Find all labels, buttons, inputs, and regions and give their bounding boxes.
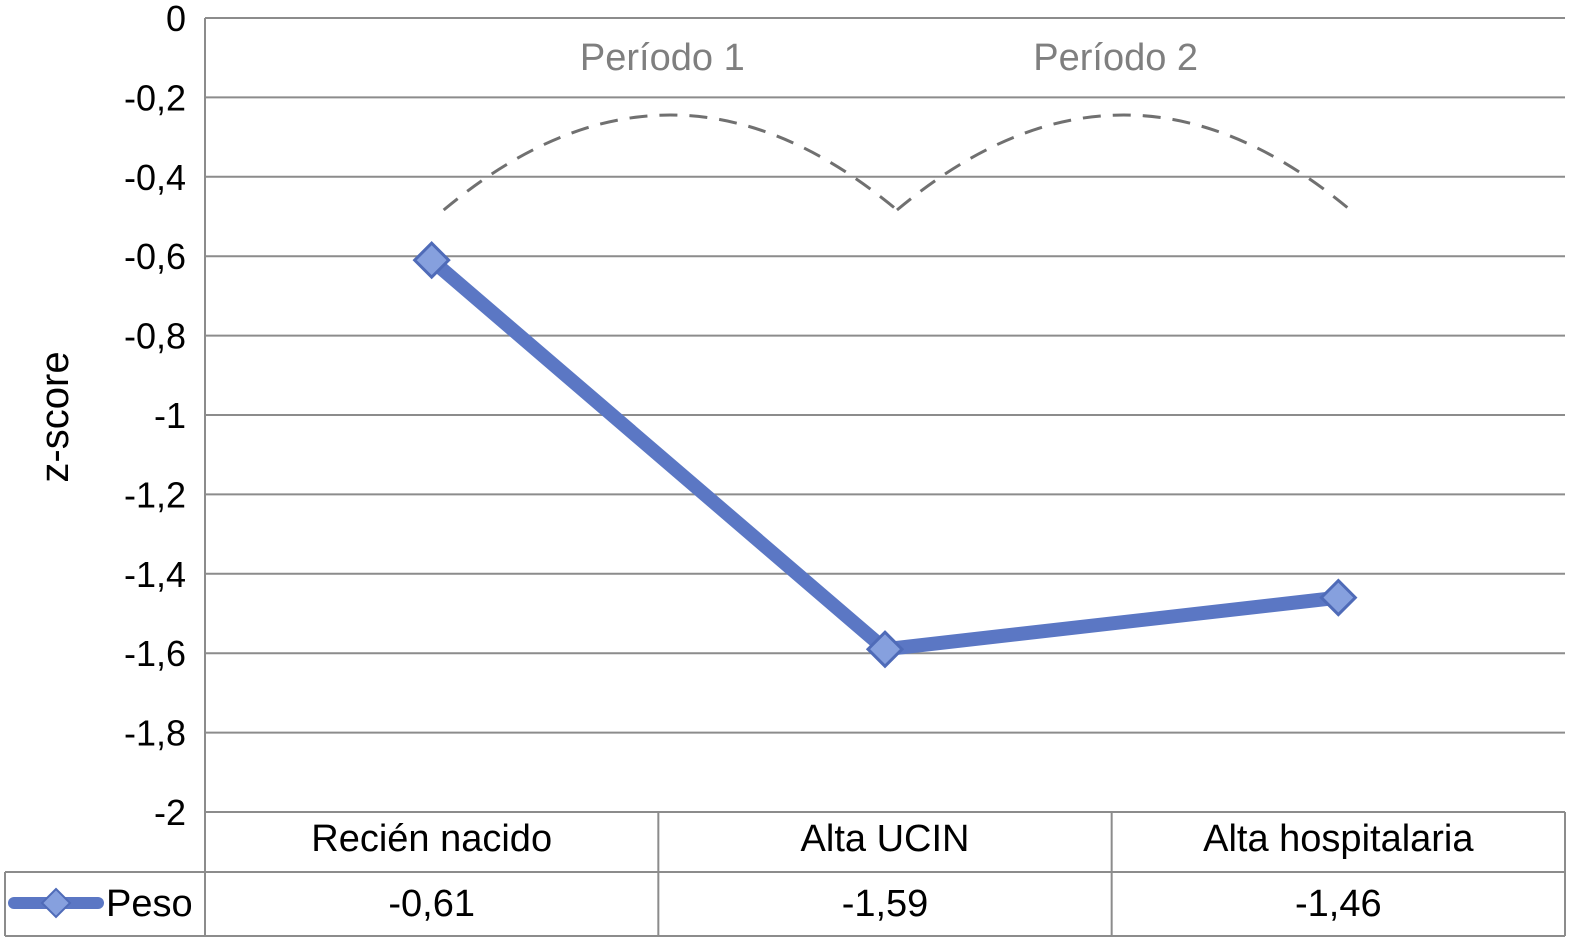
y-tick-label: -1,2 xyxy=(124,474,186,515)
data-table-value: -0,61 xyxy=(388,883,475,925)
period-arc xyxy=(896,113,1352,212)
legend-label: Peso xyxy=(106,883,193,925)
x-category-label: Alta UCIN xyxy=(801,818,970,860)
data-point xyxy=(412,241,451,280)
data-point xyxy=(865,630,905,669)
y-tick-label: 0 xyxy=(166,0,186,39)
y-tick-label: -2 xyxy=(154,792,186,833)
y-tick-label: -0,8 xyxy=(124,316,186,357)
period-arc xyxy=(442,113,898,212)
y-axis-ticks: 0 -0,2 -0,4 -0,6 -0,8 -1 -1,2 -1,4 -1,6 -1,8 -2 xyxy=(124,0,186,833)
y-tick-label: -1,8 xyxy=(124,713,186,754)
series-peso xyxy=(412,241,1358,669)
series-line xyxy=(424,253,1346,657)
y-tick-label: -0,6 xyxy=(124,236,186,277)
y-tick-label: -1,6 xyxy=(124,633,186,674)
legend-marker xyxy=(40,887,72,919)
period-arcs: Período 1 Período 2 xyxy=(442,37,1352,212)
data-table-value: -1,46 xyxy=(1295,883,1382,925)
y-tick-label: -1,4 xyxy=(124,554,186,595)
gridlines xyxy=(204,17,1565,936)
data-point xyxy=(1319,578,1358,617)
y-tick-label: -1 xyxy=(154,395,186,436)
period-label: Período 2 xyxy=(1033,37,1198,79)
x-category-label: Recién nacido xyxy=(311,818,552,860)
y-tick-label: -0,4 xyxy=(124,157,186,198)
data-table-value: -1,59 xyxy=(842,883,929,925)
period-label: Período 1 xyxy=(580,37,745,79)
y-tick-label: -0,2 xyxy=(124,77,186,118)
y-axis-label: z-score xyxy=(33,351,77,482)
x-category-label: Alta hospitalaria xyxy=(1203,818,1474,860)
data-table: Recién nacido Alta UCIN Alta hospitalaria P… xyxy=(4,812,1566,937)
